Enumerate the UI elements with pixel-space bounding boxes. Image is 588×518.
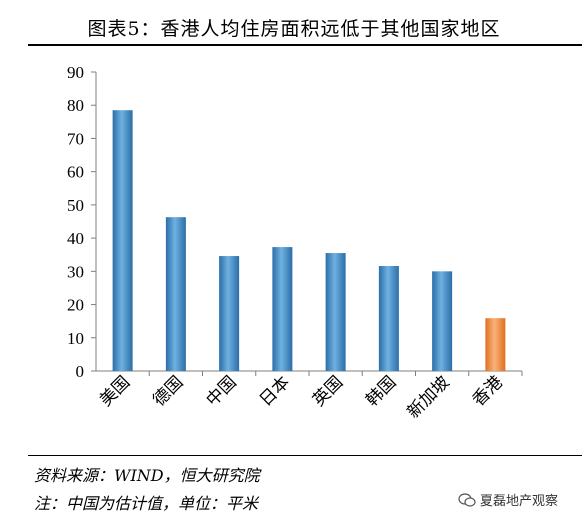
bar — [272, 247, 293, 371]
unit-note: 注：中国为估计值，单位：平米 — [34, 494, 259, 513]
x-tick-label: 英国 — [309, 372, 347, 410]
bar — [325, 253, 346, 371]
bar — [485, 318, 506, 371]
bar — [378, 266, 399, 371]
bar — [165, 217, 186, 371]
wechat-icon — [458, 492, 476, 507]
watermark: 夏磊地产观察 — [458, 490, 558, 509]
bars — [112, 110, 506, 371]
source-note: 资料来源：WIND，恒大研究院 — [34, 466, 260, 485]
title-rule — [28, 44, 582, 46]
x-tick-label: 德国 — [149, 372, 187, 410]
x-tick-label: 韩国 — [362, 372, 400, 410]
y-tick-label: 0 — [76, 362, 85, 381]
y-tick-label: 90 — [67, 63, 84, 82]
x-tick-label: 中国 — [202, 372, 240, 410]
watermark-text: 夏磊地产观察 — [480, 494, 559, 509]
y-tick-label: 80 — [67, 96, 84, 115]
bar — [219, 256, 240, 371]
y-tick-label: 30 — [67, 262, 84, 281]
y-tick-label: 10 — [67, 329, 84, 348]
y-tick-label: 60 — [67, 163, 84, 182]
x-tick-label: 香港 — [469, 372, 507, 410]
bar — [112, 110, 133, 371]
x-tick-label: 日本 — [256, 372, 294, 410]
y-tick-label: 70 — [67, 129, 84, 148]
axes — [91, 71, 523, 376]
bar — [432, 271, 453, 371]
x-tick-label: 美国 — [96, 372, 134, 410]
axis-labels: 0 10 20 30 40 50 60 70 80 90 美国 德国 中国 日本 英国 韩国 新加坡 香港 — [67, 63, 507, 423]
y-tick-label: 20 — [67, 296, 84, 315]
x-tick-label: 新加坡 — [403, 372, 453, 422]
y-tick-label: 50 — [67, 196, 84, 215]
y-tick-label: 40 — [67, 229, 84, 248]
footer-rule — [28, 455, 582, 456]
chart-title: 图表5：香港人均住房面积远低于其他国家地区 — [87, 18, 501, 40]
